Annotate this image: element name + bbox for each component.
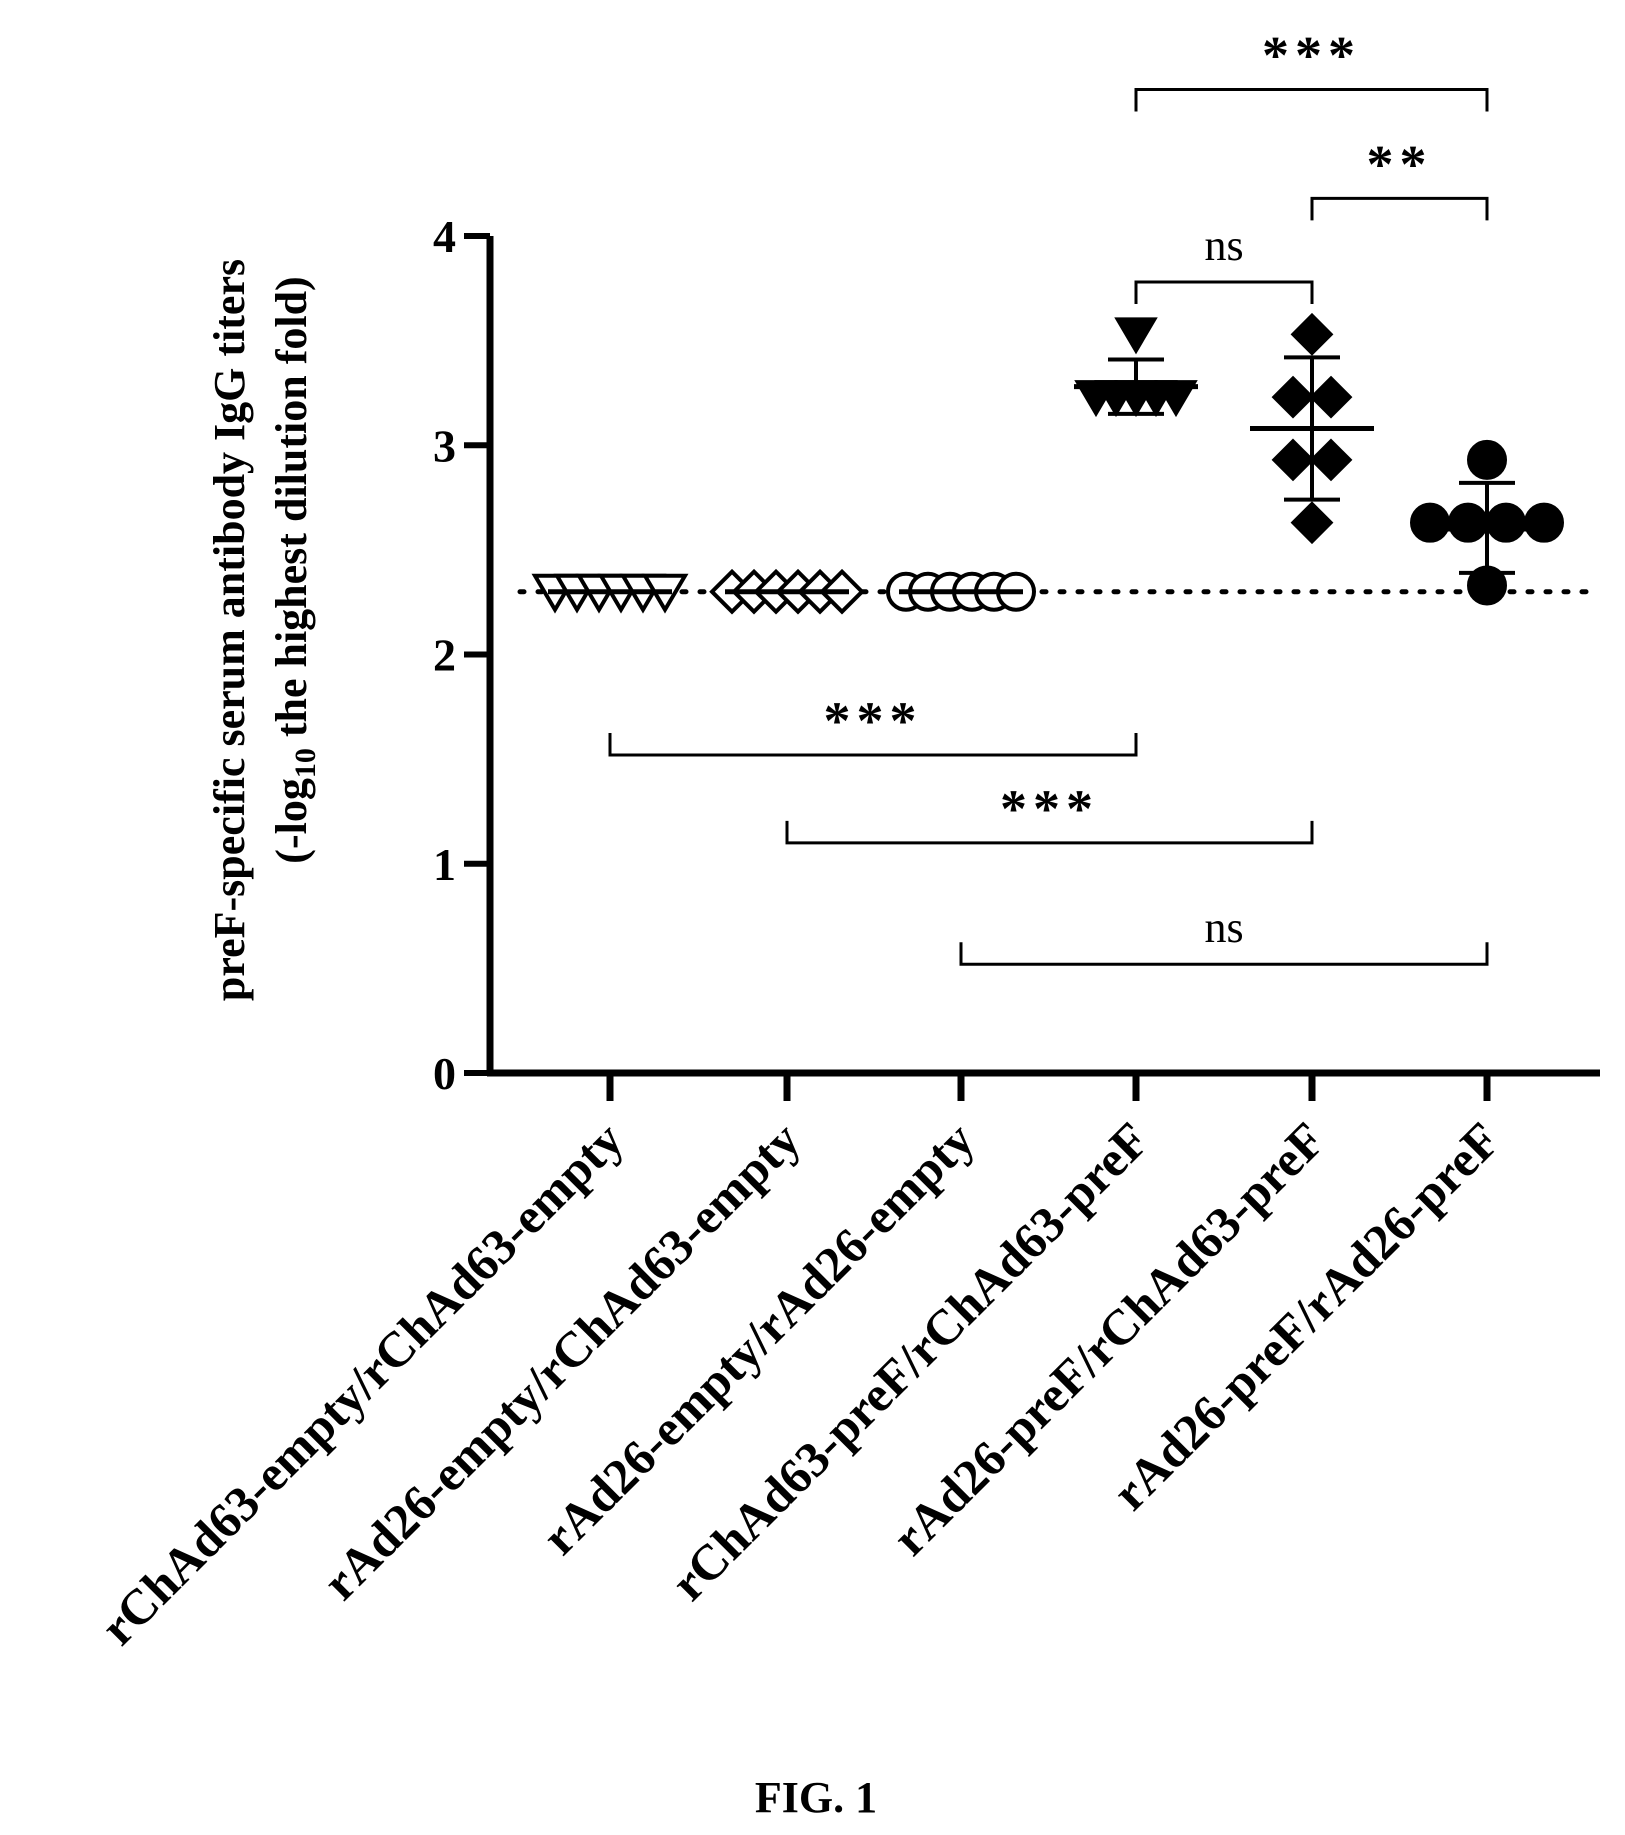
- data-point: [1271, 375, 1315, 419]
- significance-label: ns: [1204, 221, 1243, 270]
- significance-label: **: [1367, 134, 1433, 194]
- significance-bracket: [785, 820, 1314, 845]
- significance-label: ns: [1204, 903, 1243, 952]
- data-point: [1448, 502, 1488, 543]
- plot-area: 01234rChAd63-empty/rChAd63-emptyrAd26-em…: [89, 26, 1600, 1656]
- y-tick-label: 3: [433, 420, 456, 471]
- y-axis-title-line1: preF-specific serum antibody IgG titers: [205, 259, 254, 1001]
- significance-bracket: [959, 942, 1489, 966]
- data-point: [1309, 375, 1353, 419]
- data-point: [1271, 438, 1315, 482]
- y-axis-title-sub: 10: [289, 748, 322, 778]
- y-tick-label: 4: [433, 211, 456, 262]
- significance-bracket: [1310, 196, 1489, 221]
- y-tick-label: 0: [433, 1048, 456, 1099]
- data-point: [1290, 501, 1334, 545]
- data-point: [1410, 502, 1450, 543]
- significance-bracket: [1134, 280, 1314, 305]
- significance-bracket: [608, 732, 1138, 757]
- data-point: [1524, 502, 1564, 543]
- data-point: [1309, 438, 1353, 482]
- y-tick-label: 2: [433, 630, 456, 681]
- data-point: [1290, 312, 1334, 356]
- data-point: [1114, 317, 1158, 355]
- y-axis-title-line2: (-log10 the highest dilution fold): [267, 276, 322, 863]
- significance-label: ***: [824, 691, 923, 751]
- data-point: [1486, 502, 1526, 543]
- data-point: [1154, 380, 1198, 418]
- significance-label: ***: [1000, 779, 1099, 839]
- data-point: [1467, 439, 1507, 480]
- y-tick-label: 1: [433, 839, 456, 890]
- significance-label: ***: [1262, 26, 1361, 86]
- significance-bracket: [1134, 88, 1489, 112]
- figure-caption: FIG. 1: [755, 1773, 877, 1822]
- y-axis-title-prefix: (-log: [267, 778, 316, 864]
- y-axis-title-suffix: the highest dilution fold): [267, 276, 316, 748]
